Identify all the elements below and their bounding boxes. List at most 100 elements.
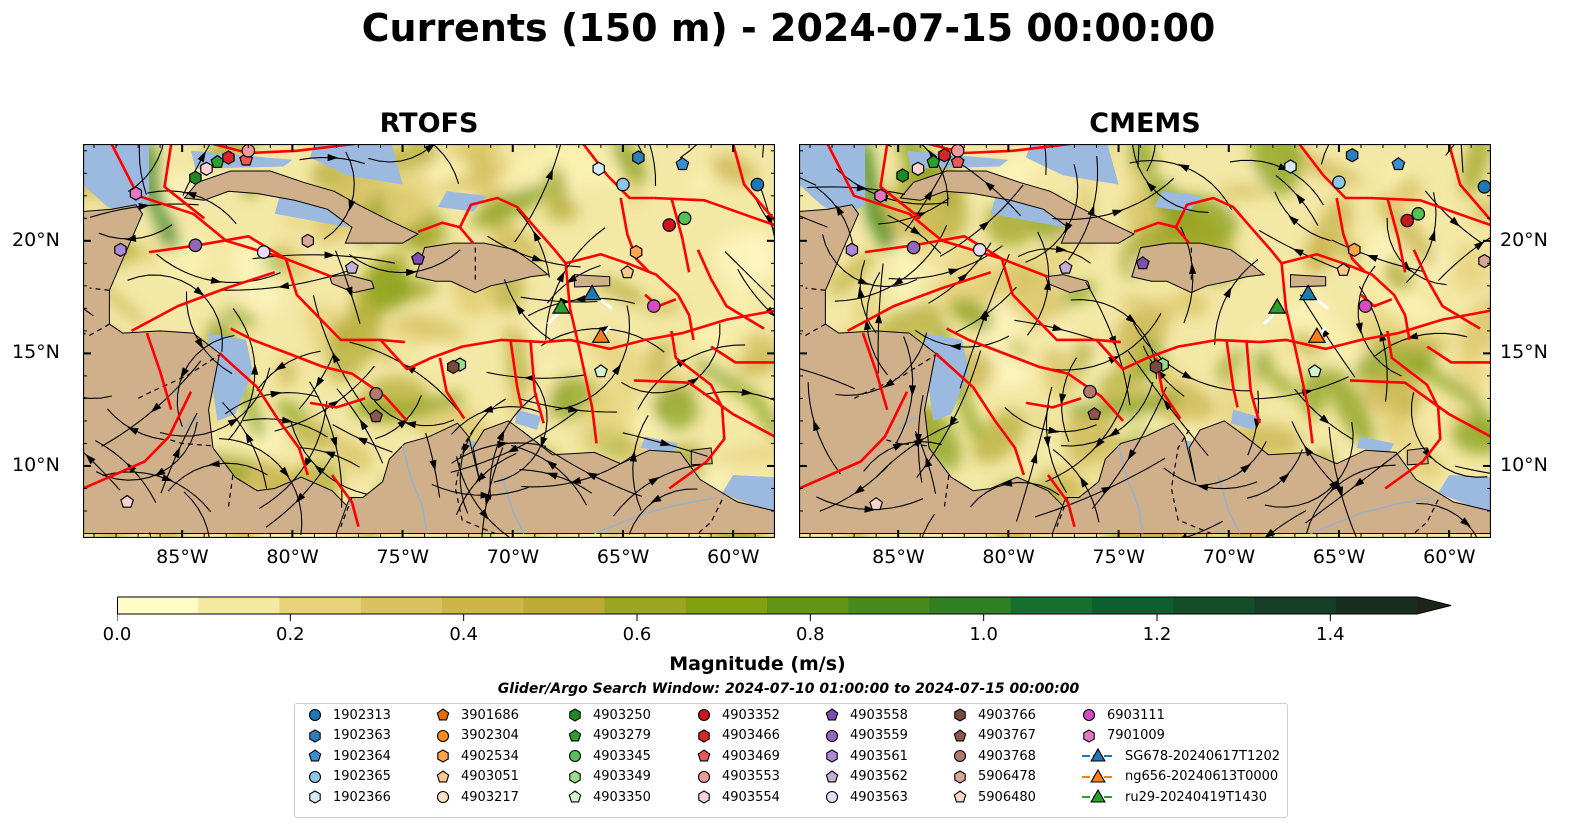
legend-item: ru29-20240419T1430	[1081, 787, 1267, 807]
float-marker-4903352	[1400, 213, 1415, 228]
legend-label: 4903469	[722, 748, 780, 764]
float-marker-5906480	[869, 496, 884, 511]
legend-label: 1902365	[333, 769, 391, 785]
legend-label: 5906480	[978, 789, 1036, 805]
legend-marker-icon	[697, 708, 711, 722]
legend-item: 4903558	[824, 705, 908, 725]
float-marker-4903561	[845, 242, 859, 257]
legend-marker-icon	[1083, 728, 1095, 743]
colorbar-bin	[1010, 597, 1093, 614]
lat-tick-label-right: 20°N	[1500, 228, 1548, 251]
legend-marker-icon	[825, 708, 839, 721]
legend-marker-icon	[308, 708, 322, 722]
float-marker-4903345	[677, 211, 692, 226]
glider-marker-ng656-20240613T0000	[591, 327, 611, 343]
float-marker-1902365	[616, 177, 630, 192]
colorbar-bin	[767, 597, 849, 614]
legend-marker-icon	[436, 729, 450, 742]
legend-marker-icon	[308, 749, 322, 762]
colorbar-tick-label: 0.0	[102, 624, 132, 645]
legend-label: 3901686	[461, 707, 519, 723]
float-marker-4903469	[950, 154, 965, 168]
lon-tick-label: 75°W	[1092, 546, 1146, 568]
glider-marker-ru29-20240419T1430	[1267, 297, 1287, 314]
legend-marker-icon	[698, 790, 710, 805]
lon-tick-label: 80°W	[266, 546, 319, 568]
legend-item: 4903553	[696, 767, 780, 787]
legend-label: 1902366	[333, 789, 391, 805]
glider-marker-SG678-20240617T1202	[1298, 284, 1318, 301]
legend-item: 4903766	[952, 705, 1036, 725]
legend-label: 4903349	[593, 769, 651, 785]
legend-marker-icon	[568, 750, 582, 763]
float-marker-1902363	[632, 150, 645, 165]
legend-item: 5906480	[952, 787, 1036, 807]
legend-item: 3901686	[435, 705, 519, 725]
colorbar-tick-label: 0.6	[622, 624, 652, 645]
legend-marker-icon	[953, 728, 967, 742]
legend-label: 4903767	[978, 728, 1036, 744]
legend-marker-icon	[954, 708, 966, 722]
legend-label: SG678-20240617T1202	[1125, 748, 1281, 764]
legend-label: 4903562	[850, 769, 908, 785]
float-marker-1902366	[592, 161, 605, 176]
colorbar-bin	[848, 597, 930, 614]
colorbar-bin	[360, 597, 443, 614]
legend-marker-icon	[953, 790, 967, 803]
map-panel-rtofs[interactable]	[83, 144, 775, 538]
float-marker-4902534	[629, 244, 643, 260]
panel-title-cmems: CMEMS	[1089, 108, 1201, 139]
float-marker-4903553	[950, 144, 965, 158]
legend-marker-icon	[569, 708, 581, 722]
lat-tick-label-right: 15°N	[1500, 341, 1548, 364]
legend-marker-icon	[825, 791, 839, 804]
float-marker-4903466	[222, 150, 235, 165]
float-marker-4903766	[447, 359, 460, 375]
legend-item: 4903250	[567, 705, 651, 725]
legend-marker-icon	[437, 749, 449, 763]
legend-marker-icon	[697, 749, 711, 762]
legend-label: 4903553	[722, 769, 780, 785]
legend-item: 1902313	[307, 705, 391, 725]
legend-label: 4903766	[978, 707, 1036, 723]
legend-label: 4903279	[593, 728, 651, 744]
float-marker-1902365	[1332, 175, 1346, 190]
legend-item: 1902364	[307, 746, 391, 766]
float-marker-4903561	[114, 242, 127, 257]
float-marker-4903768	[369, 387, 383, 401]
legend-marker-icon	[436, 770, 450, 783]
legend-label: 4903350	[593, 789, 651, 805]
colorbar-extend-arrow	[1417, 597, 1451, 614]
colorbar-tick-label: 0.8	[796, 624, 825, 645]
map-panel-cmems[interactable]	[799, 144, 1491, 538]
legend-label: 4903051	[461, 769, 519, 785]
legend-label: 3902304	[461, 728, 519, 744]
glider-marker-SG678-20240617T1202	[582, 284, 602, 301]
legend-marker-icon	[309, 790, 321, 805]
colorbar-bin	[198, 597, 280, 614]
legend-item: 4903279	[567, 726, 651, 746]
float-marker-7901009	[874, 188, 887, 203]
colorbar-bin	[604, 597, 687, 614]
legend-item: 4903469	[696, 746, 780, 766]
colorbar-bin	[1254, 597, 1337, 614]
float-marker-4903558	[411, 251, 425, 265]
lat-tick-label-left: 10°N	[12, 453, 60, 476]
legend-marker-icon	[1082, 748, 1114, 762]
float-marker-5906478	[1478, 253, 1491, 269]
lon-tick-label: 80°W	[982, 546, 1035, 568]
legend-marker-icon	[1082, 708, 1096, 722]
float-marker-4903051	[620, 265, 635, 279]
lon-tick-label: 60°W	[707, 546, 760, 568]
figure-title: Currents (150 m) - 2024-07-15 00:00:00	[361, 6, 1216, 50]
legend-label: ng656-20240613T0000	[1125, 769, 1279, 785]
colorbar-bin	[1092, 597, 1174, 614]
float-marker-4903352	[662, 218, 677, 232]
colorbar-bin	[117, 597, 199, 614]
legend-label: 4903561	[850, 748, 908, 764]
legend-label: 4903558	[850, 707, 908, 723]
lon-tick-label: 85°W	[156, 546, 209, 568]
colorbar-tick-label: 0.2	[276, 624, 305, 645]
float-marker-4903767	[369, 409, 384, 423]
legend-item: 4903349	[567, 767, 651, 787]
